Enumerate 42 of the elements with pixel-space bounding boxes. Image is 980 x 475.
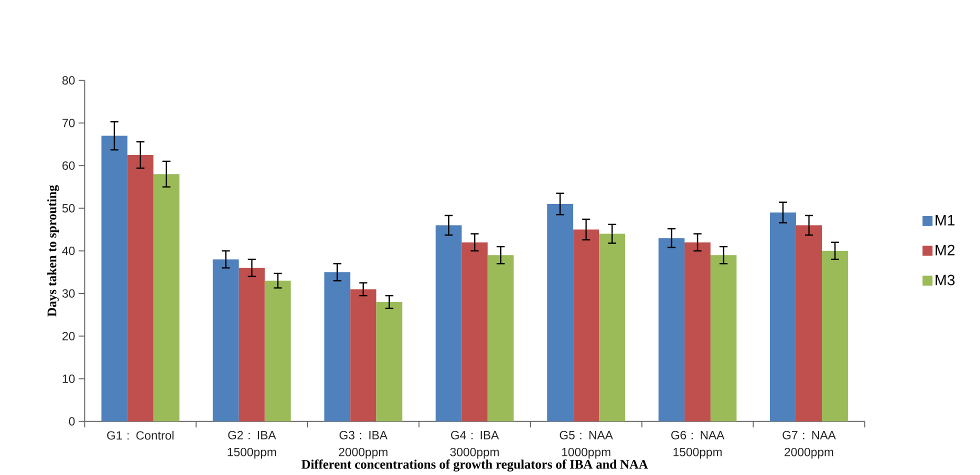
- legend-label: M3: [936, 274, 955, 286]
- bar: [153, 174, 180, 422]
- bar: [796, 225, 822, 422]
- bar: [350, 289, 376, 422]
- y-tick-label: 80: [62, 76, 75, 85]
- y-tick-label: 0: [68, 417, 75, 426]
- bar: [710, 255, 737, 422]
- y-tick-label: 60: [62, 161, 75, 170]
- bar: [238, 268, 265, 422]
- y-axis-title: Days taken to sprouting: [47, 185, 60, 317]
- x-tick-label: G3 : IBA 2000ppm: [338, 430, 388, 459]
- bar: [264, 280, 291, 422]
- y-tick-label: 70: [62, 118, 75, 128]
- y-tick-label: 20: [62, 332, 75, 340]
- bar: [488, 255, 514, 422]
- bar: [436, 225, 462, 422]
- bar: [770, 212, 796, 422]
- y-tick-label: 40: [62, 246, 75, 256]
- y-tick-label: 50: [62, 204, 75, 213]
- y-tick-label: 30: [62, 289, 75, 298]
- bar: [547, 204, 574, 422]
- bar: [658, 238, 685, 422]
- bar: [684, 242, 711, 422]
- bar: [127, 155, 154, 422]
- bar: [462, 242, 488, 422]
- x-axis-title: Different concentrations of growth regulators of IBA and NAA: [302, 460, 648, 472]
- legend-label: M1: [936, 215, 955, 226]
- bar: [822, 250, 848, 422]
- x-tick-label: G1 : Control: [107, 430, 174, 440]
- bar: [573, 230, 600, 422]
- x-tick-label: G4 : IBA 3000ppm: [450, 430, 499, 459]
- bar: [376, 302, 402, 422]
- bar: [599, 234, 626, 422]
- bar: [101, 136, 128, 422]
- x-tick-label: G6 : NAA 1500ppm: [671, 430, 724, 459]
- legend-label: M2: [936, 244, 954, 256]
- x-tick-label: G2 : IBA 1500ppm: [228, 430, 276, 459]
- y-tick-label: 10: [62, 374, 75, 384]
- x-tick-label: G7 : NAA 2000ppm: [782, 430, 836, 459]
- bar: [212, 259, 239, 422]
- bar: [324, 272, 350, 422]
- x-tick-label: G5 : NAA 1000ppm: [560, 430, 614, 459]
